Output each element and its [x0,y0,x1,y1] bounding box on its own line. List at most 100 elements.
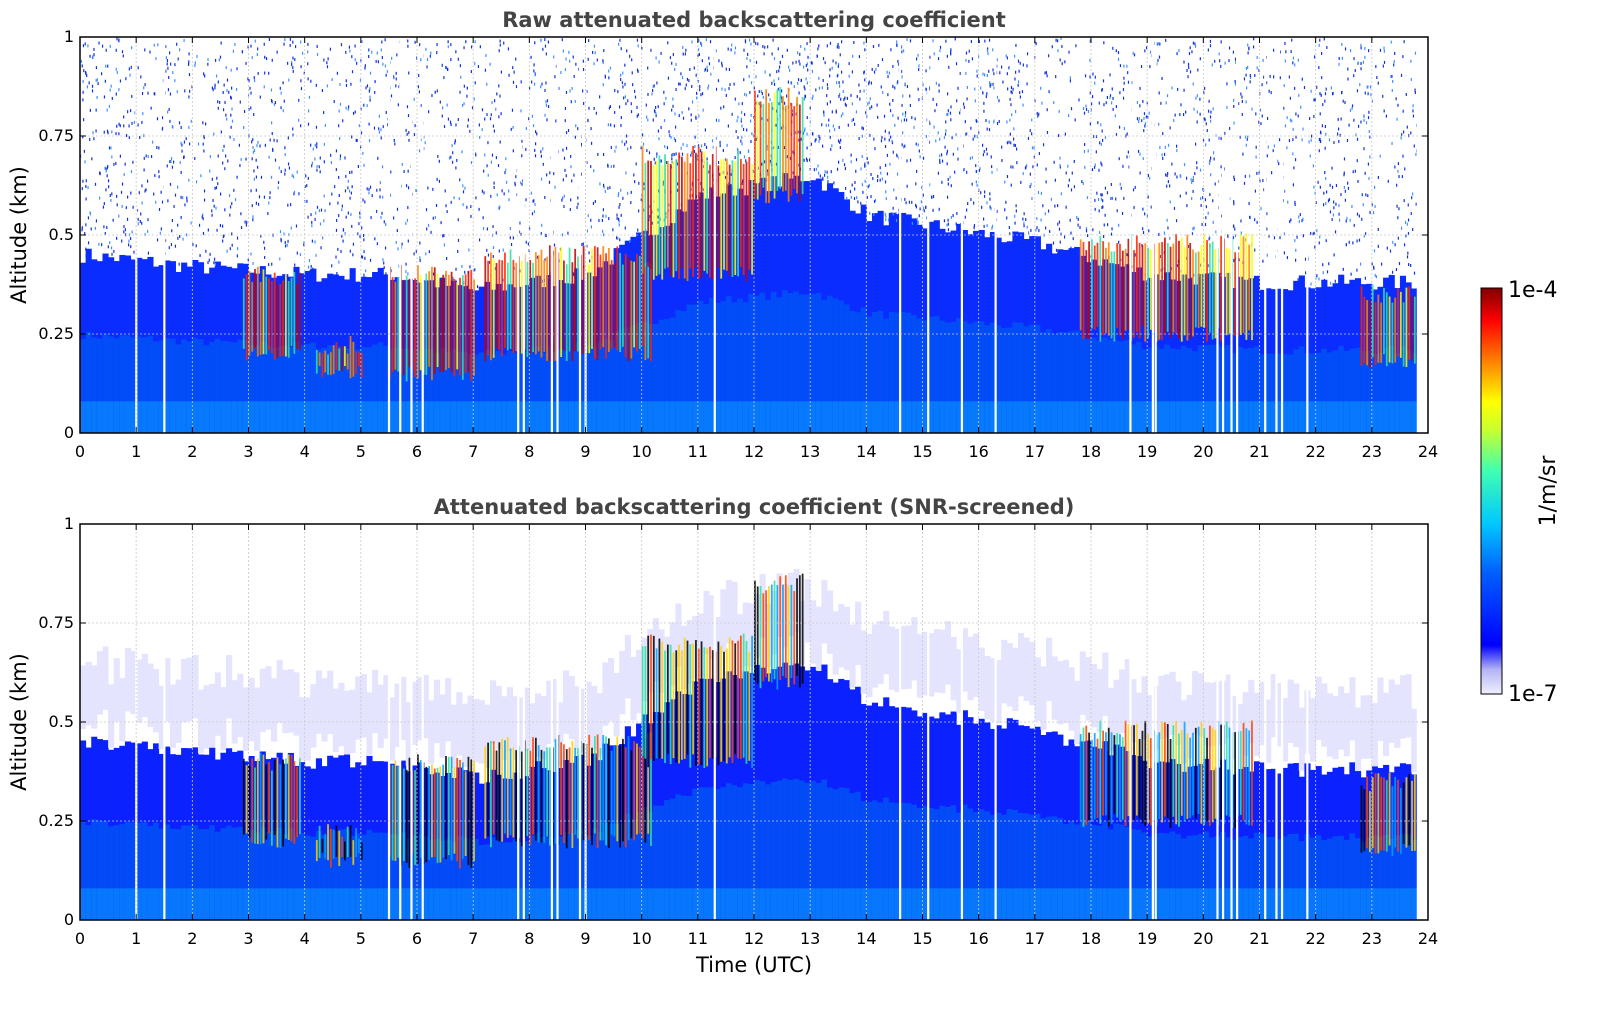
noise-speck [1405,234,1407,238]
noise-speck [1157,58,1159,62]
noise-speck [511,108,514,112]
noise-speck [426,58,429,62]
noise-speck [690,118,692,122]
noise-speck [390,94,393,98]
noise-speck [1254,189,1256,193]
bl-surface [220,888,227,920]
noise-speck [384,64,387,68]
bl-surface [574,401,581,433]
noise-speck [284,168,286,172]
noise-speck [909,158,912,162]
bl-lower [366,347,373,433]
noise-speck [176,42,178,46]
noise-speck [1164,145,1166,149]
bl-haze [119,677,126,742]
noise-speck [326,61,328,65]
noise-speck [1295,112,1297,116]
noise-speck [107,131,109,135]
panel-title-screened: Attenuated backscattering coefficient (S… [434,495,1075,519]
bl-surface [1079,401,1086,433]
bl-lower [849,310,856,433]
noise-speck [1122,164,1124,168]
bl-surface [692,401,699,433]
noise-speck [434,90,436,94]
noise-speck [387,123,389,127]
bl-haze [343,690,351,755]
bl-lower [574,342,581,433]
noise-speck [1330,86,1332,90]
noise-speck [919,155,921,159]
bl-surface [1001,401,1008,433]
bl-lower [450,349,457,433]
noise-speck [1193,226,1195,230]
noise-speck [805,157,808,161]
noise-speck [582,89,584,93]
bl-surface [995,401,1002,433]
bl-haze [540,696,547,760]
aerosol-streak [293,272,296,354]
noise-speck [1288,75,1290,79]
noise-speck [268,201,270,205]
bl-surface [113,401,120,433]
bl-lower [782,290,789,433]
noise-speck [655,56,657,60]
noise-speck [982,72,984,76]
noise-speck [390,269,392,273]
noise-speck [211,213,213,217]
noise-speck [1249,215,1251,219]
noise-speck [1283,251,1285,255]
noise-speck [595,111,597,115]
noise-speck [637,228,639,232]
noise-speck [94,182,97,186]
noise-speck [1207,48,1209,52]
noise-speck [1318,241,1320,245]
noise-speck [594,51,596,55]
aerosol-streak [641,146,644,274]
bl-haze [445,678,452,742]
noise-speck [498,206,500,210]
noise-speck [87,216,90,220]
noise-speck [764,45,766,49]
noise-speck [781,96,783,100]
noise-speck [89,108,91,112]
noise-speck [1338,212,1340,216]
noise-speck [405,184,408,188]
noise-speck [863,41,865,45]
noise-speck [1240,219,1242,223]
noise-speck [841,40,843,44]
aerosol-streak [798,104,801,202]
noise-speck [1241,95,1243,99]
bl-lower [641,321,648,433]
noise-speck [331,192,333,196]
noise-speck [487,173,489,177]
noise-speck [775,123,777,127]
aerosol-streak [453,279,456,377]
noise-speck [773,79,775,83]
aerosol-streak [1189,242,1192,339]
bl-lower [282,345,289,433]
noise-speck [307,122,310,126]
noise-speck [271,58,273,62]
noise-speck [121,204,123,208]
noise-speck [939,158,941,162]
bl-surface [916,401,923,433]
noise-speck [227,159,229,163]
bl-lower [287,347,294,433]
noise-speck [1199,57,1201,61]
aerosol-streak [782,96,784,192]
bl-surface [299,888,306,920]
noise-speck [1133,53,1136,57]
noise-speck [1248,174,1251,178]
bl-lower [214,338,221,433]
noise-speck [188,52,190,56]
aerosol-streak [666,160,669,268]
noise-speck [1019,91,1021,95]
noise-speck [855,169,857,173]
bl-lower [377,832,384,920]
noise-speck [214,257,216,261]
noise-speck [1084,74,1087,78]
aerosol-streak [1144,243,1147,342]
bl-surface [85,401,92,433]
noise-speck [1119,91,1121,95]
noise-speck [976,69,978,73]
